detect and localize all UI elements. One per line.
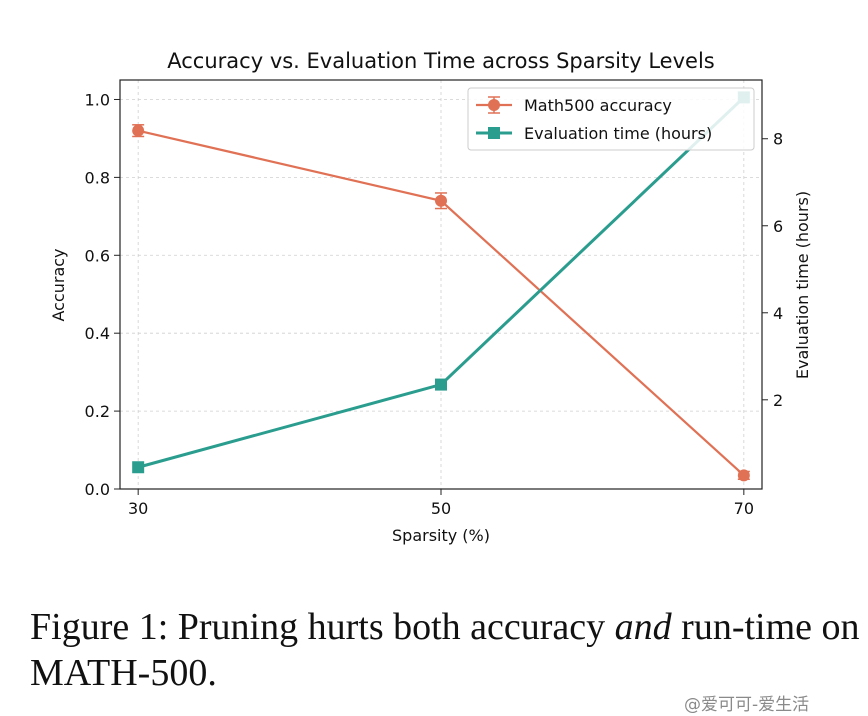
left-tick-label: 0.0 [85,480,110,499]
data-point [435,378,447,391]
left-tick-label: 0.6 [85,246,110,265]
right-axis-ticks: 2 4 6 8 [762,130,783,410]
legend-entry: Math500 accuracy [476,96,672,115]
legend-box [467,87,755,151]
chart-title: Accuracy vs. Evaluation Time across Spar… [167,49,714,73]
legend-label: Math500 accuracy [524,96,672,115]
data-point [132,124,145,137]
x-tick-label: 70 [734,499,754,518]
data-point [132,461,145,474]
x-tick-label: 50 [431,499,451,518]
data-point [737,469,750,482]
legend: Math500 accuracy Evaluation time (hours) [467,87,755,151]
legend-marker [488,127,500,139]
right-tick-label: 2 [773,391,783,410]
x-tick-label: 30 [128,499,148,518]
legend-label: Evaluation time (hours) [524,124,712,143]
y2-axis-label: Evaluation time (hours) [793,191,812,379]
left-axis-ticks: 0.0 0.2 0.4 0.6 0.8 1.0 [85,90,120,499]
right-tick-label: 6 [773,217,783,236]
caption-prefix: Figure 1: Pruning hurts both accuracy [30,606,615,648]
left-tick-label: 0.4 [85,324,110,343]
caption-emphasis: and [614,606,672,648]
x-axis-label: Sparsity (%) [392,526,490,545]
caption-suffix: run-time on MATH-500. [30,606,860,694]
right-tick-label: 4 [773,304,783,323]
legend-marker [488,99,500,111]
figure-caption: Figure 1: Pruning hurts both accuracy an… [30,604,860,696]
left-tick-label: 0.8 [85,168,110,187]
series-circle [132,124,750,482]
watermark: @爱可可-爱生活 [684,695,810,715]
right-tick-label: 8 [773,130,783,149]
x-axis-ticks: 30 50 70 [128,489,754,518]
y-axis-label: Accuracy [49,248,68,321]
data-point [435,194,447,207]
left-tick-label: 0.2 [85,402,110,421]
chart: 0.0 0.2 0.4 0.6 0.8 1.0 2 4 6 8 30 50 70 Accuracy … [49,49,812,545]
legend-entry: Evaluation time (hours) [476,124,712,143]
left-tick-label: 1.0 [85,90,110,109]
